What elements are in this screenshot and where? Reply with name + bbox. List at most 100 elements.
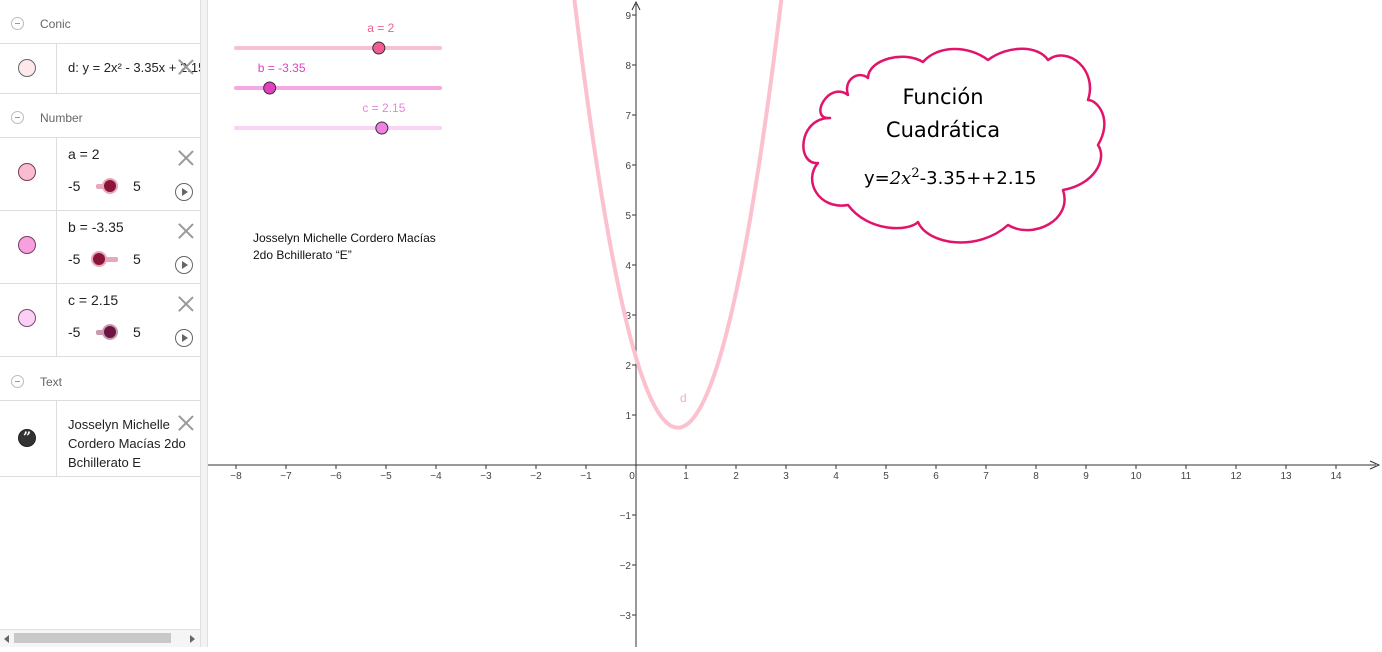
- x-tick-label: 7: [983, 471, 989, 482]
- marble-column: [0, 138, 57, 210]
- y-tick-label: 1: [625, 411, 631, 422]
- x-tick-label: −3: [480, 471, 492, 482]
- credit-text[interactable]: Josselyn Michelle Cordero Macías 2do Bch…: [253, 230, 436, 264]
- play-icon[interactable]: [175, 329, 193, 347]
- algebra-item-b[interactable]: b = -3.35 -5 5: [0, 211, 200, 284]
- marble-column: [0, 401, 57, 476]
- x-tick-label: −5: [380, 471, 392, 482]
- y-tick-label: 4: [625, 261, 631, 272]
- y-tick-label: −2: [620, 561, 632, 572]
- x-axis-arrow: [1369, 460, 1381, 470]
- eq-rest: -3.35++2.15: [919, 168, 1037, 189]
- x-tick-label: 6: [933, 471, 939, 482]
- y-tick-label: 3: [625, 311, 631, 322]
- visibility-marble-icon[interactable]: [18, 59, 36, 77]
- text-line: Josselyn Michelle: [68, 417, 170, 432]
- view-divider[interactable]: [200, 0, 208, 647]
- graphics-view[interactable]: −8 −7 −6 −5 −4 −3 −2 −1 0 1 2 3 4 5 6 7 8 9 10 11 12 13 14 9 8 7 6…: [208, 0, 1382, 647]
- slider-max: 5: [133, 324, 141, 340]
- delete-icon[interactable]: [177, 295, 195, 313]
- visibility-marble-icon[interactable]: [18, 236, 36, 254]
- x-tick-label: 8: [1033, 471, 1039, 482]
- slider-label: a = 2: [367, 21, 394, 35]
- slider-min: -5: [68, 251, 81, 267]
- axes: −8 −7 −6 −5 −4 −3 −2 −1 0 1 2 3 4 5 6 7 8 9 10 11 12 13 149876…: [208, 0, 1381, 647]
- cloud-title-line2: Cuadrática: [885, 118, 1001, 142]
- curve-layer: d: [572, 0, 784, 430]
- number-label[interactable]: a = 2: [68, 146, 100, 162]
- y-tick-label: 7: [625, 111, 631, 122]
- quote-icon[interactable]: ”: [18, 429, 36, 447]
- algebra-item-a[interactable]: a = 2 -5 5: [0, 138, 200, 211]
- slider-min: -5: [68, 178, 81, 194]
- parabola-d: [572, 0, 784, 430]
- scroll-left-icon[interactable]: [4, 635, 9, 643]
- visibility-marble-icon[interactable]: [18, 309, 36, 327]
- number-label[interactable]: c = 2.15: [68, 292, 119, 308]
- marble-column: [0, 44, 57, 93]
- y-tick-label: 6: [625, 161, 631, 172]
- visibility-marble-icon[interactable]: [18, 163, 36, 181]
- slider-thumb[interactable]: [102, 178, 118, 194]
- x-tick-label: −7: [280, 471, 292, 482]
- graphics-canvas[interactable]: −8 −7 −6 −5 −4 −3 −2 −1 0 1 2 3 4 5 6 7 8 9 10 11 12 13 149876…: [208, 0, 1382, 647]
- delete-icon[interactable]: [177, 414, 195, 432]
- x-tick-label: 9: [1083, 471, 1089, 482]
- number-label[interactable]: b = -3.35: [68, 219, 124, 235]
- slider-thumb[interactable]: [91, 251, 107, 267]
- text-line: Bchillerato E: [68, 455, 141, 470]
- algebra-item-c[interactable]: c = 2.15 -5 5: [0, 284, 200, 357]
- algebra-item-text[interactable]: ” Josselyn Michelle Cordero Macías 2do B…: [0, 401, 200, 477]
- delete-icon[interactable]: [177, 149, 195, 167]
- conic-definition[interactable]: d: y = 2x² - 3.35x + 2.15: [68, 60, 200, 75]
- slider-layer: a = 2 b = -3.35 c = 2.15: [234, 21, 442, 135]
- x-tick-label: −8: [230, 471, 242, 482]
- y-axis-arrow: [631, 0, 641, 11]
- y-tick-label: 8: [625, 61, 631, 72]
- horizontal-scrollbar[interactable]: [0, 629, 200, 647]
- eq-exponent: 2: [911, 166, 920, 181]
- slider-thumb[interactable]: [102, 324, 118, 340]
- slider-thumb[interactable]: [375, 121, 389, 135]
- delete-icon[interactable]: [177, 58, 195, 76]
- slider-thumb[interactable]: [372, 41, 386, 55]
- play-icon[interactable]: [175, 183, 193, 201]
- slider-track[interactable]: [96, 257, 118, 262]
- collapse-icon[interactable]: [11, 17, 24, 30]
- slider-label: b = -3.35: [258, 61, 306, 75]
- scroll-right-icon[interactable]: [190, 635, 195, 643]
- collapse-icon[interactable]: [11, 111, 24, 124]
- scrollbar-thumb[interactable]: [14, 633, 171, 643]
- text-line: Cordero Macías 2do: [68, 436, 186, 451]
- group-header-conic[interactable]: Conic: [0, 0, 200, 44]
- play-icon[interactable]: [175, 256, 193, 274]
- text-content[interactable]: Josselyn Michelle Cordero Macías 2do Bch…: [68, 415, 186, 472]
- x-tick-label: 3: [783, 471, 789, 482]
- x-tick-label: 0: [629, 471, 635, 482]
- cloud-equation: y=2x2-3.35++2.15: [864, 166, 1036, 189]
- y-tick-label: 9: [625, 11, 631, 22]
- slider-max: 5: [133, 178, 141, 194]
- slider-label: c = 2.15: [362, 101, 405, 115]
- credit-line: Josselyn Michelle Cordero Macías: [253, 231, 436, 245]
- x-tick-label: 12: [1230, 471, 1242, 482]
- x-tick-label: 14: [1330, 471, 1342, 482]
- cloud-layer: [802, 47, 1106, 244]
- group-label: Text: [40, 375, 63, 389]
- marble-column: [0, 284, 57, 356]
- group-label: Number: [40, 111, 83, 125]
- group-header-number[interactable]: Number: [0, 94, 200, 138]
- slider-thumb[interactable]: [263, 81, 277, 95]
- cloud-title-line1: Función: [902, 85, 984, 109]
- eq-prefix: y=: [864, 168, 890, 189]
- slider-max: 5: [133, 251, 141, 267]
- group-header-text[interactable]: Text: [0, 357, 200, 401]
- delete-icon[interactable]: [177, 222, 195, 240]
- y-tick-label: 2: [625, 361, 631, 372]
- algebra-item-conic-d[interactable]: d: y = 2x² - 3.35x + 2.15: [0, 44, 200, 94]
- x-tick-label: 5: [883, 471, 889, 482]
- collapse-icon[interactable]: [11, 375, 24, 388]
- eq-math: 2x: [889, 168, 912, 189]
- y-tick-label: −3: [620, 611, 632, 622]
- y-tick-label: 5: [625, 211, 631, 222]
